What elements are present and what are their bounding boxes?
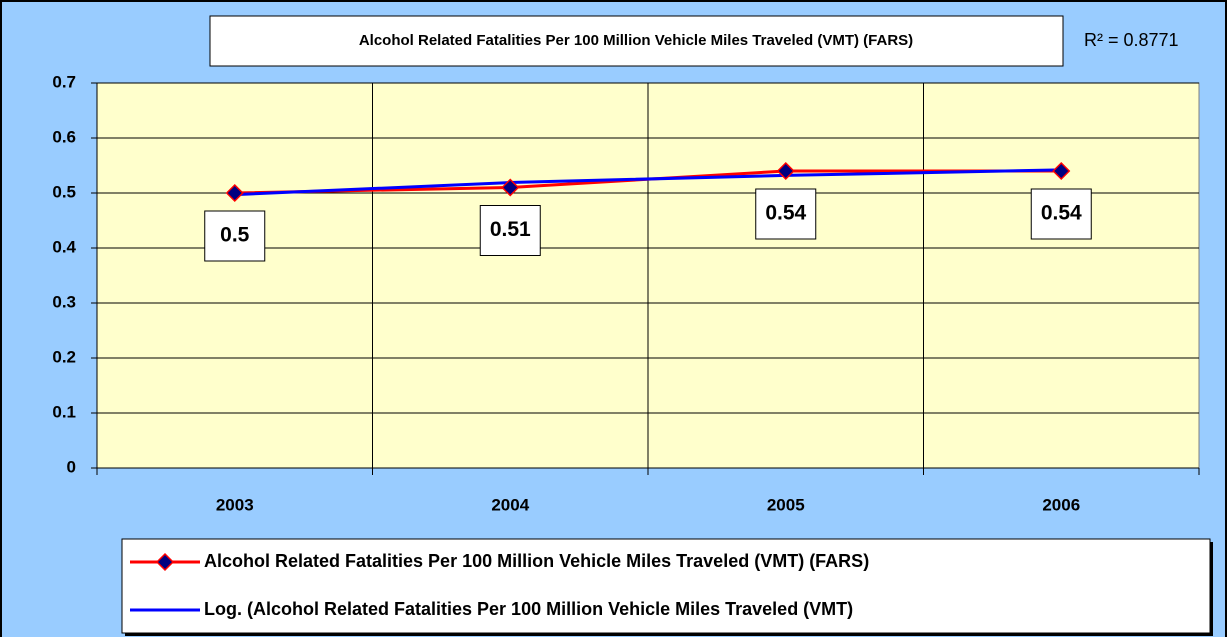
y-tick-label: 0.3	[52, 292, 76, 311]
y-tick-label: 0.4	[52, 237, 76, 256]
y-tick-label: 0.1	[52, 402, 76, 421]
data-label: 0.54	[1041, 202, 1082, 225]
data-label: 0.5	[220, 224, 250, 247]
legend-box	[121, 538, 1211, 634]
annotation: R² = 0.8771	[1084, 30, 1179, 50]
y-tick-label: 0	[67, 457, 76, 476]
marker	[225, 183, 244, 203]
x-tick-label: 2004	[491, 495, 529, 514]
x-tick-label: 2006	[1042, 495, 1080, 514]
data-label: 0.51	[490, 218, 531, 241]
marker	[1052, 161, 1071, 181]
y-tick-label: 0.2	[52, 347, 76, 366]
legend-marker	[155, 552, 175, 572]
title-box	[209, 15, 1064, 67]
marker	[776, 161, 795, 181]
legend-label: Log. (Alcohol Related Fatalities Per 100…	[204, 599, 853, 619]
y-tick-label: 0.6	[52, 127, 76, 146]
x-tick-label: 2003	[216, 495, 254, 514]
marker	[501, 178, 520, 197]
legend-label: Alcohol Related Fatalities Per 100 Milli…	[204, 551, 869, 571]
x-tick-label: 2005	[767, 495, 805, 514]
data-label-box	[1030, 188, 1092, 240]
data-label-box	[755, 188, 817, 240]
y-tick-label: 0.5	[52, 182, 76, 201]
series-line	[234, 168, 1062, 197]
data-label: 0.54	[765, 202, 806, 225]
chart-title: Alcohol Related Fatalities Per 100 Milli…	[359, 32, 913, 49]
data-label-box	[204, 210, 266, 262]
data-label-box	[479, 205, 541, 256]
y-tick-label: 0.7	[52, 72, 76, 91]
